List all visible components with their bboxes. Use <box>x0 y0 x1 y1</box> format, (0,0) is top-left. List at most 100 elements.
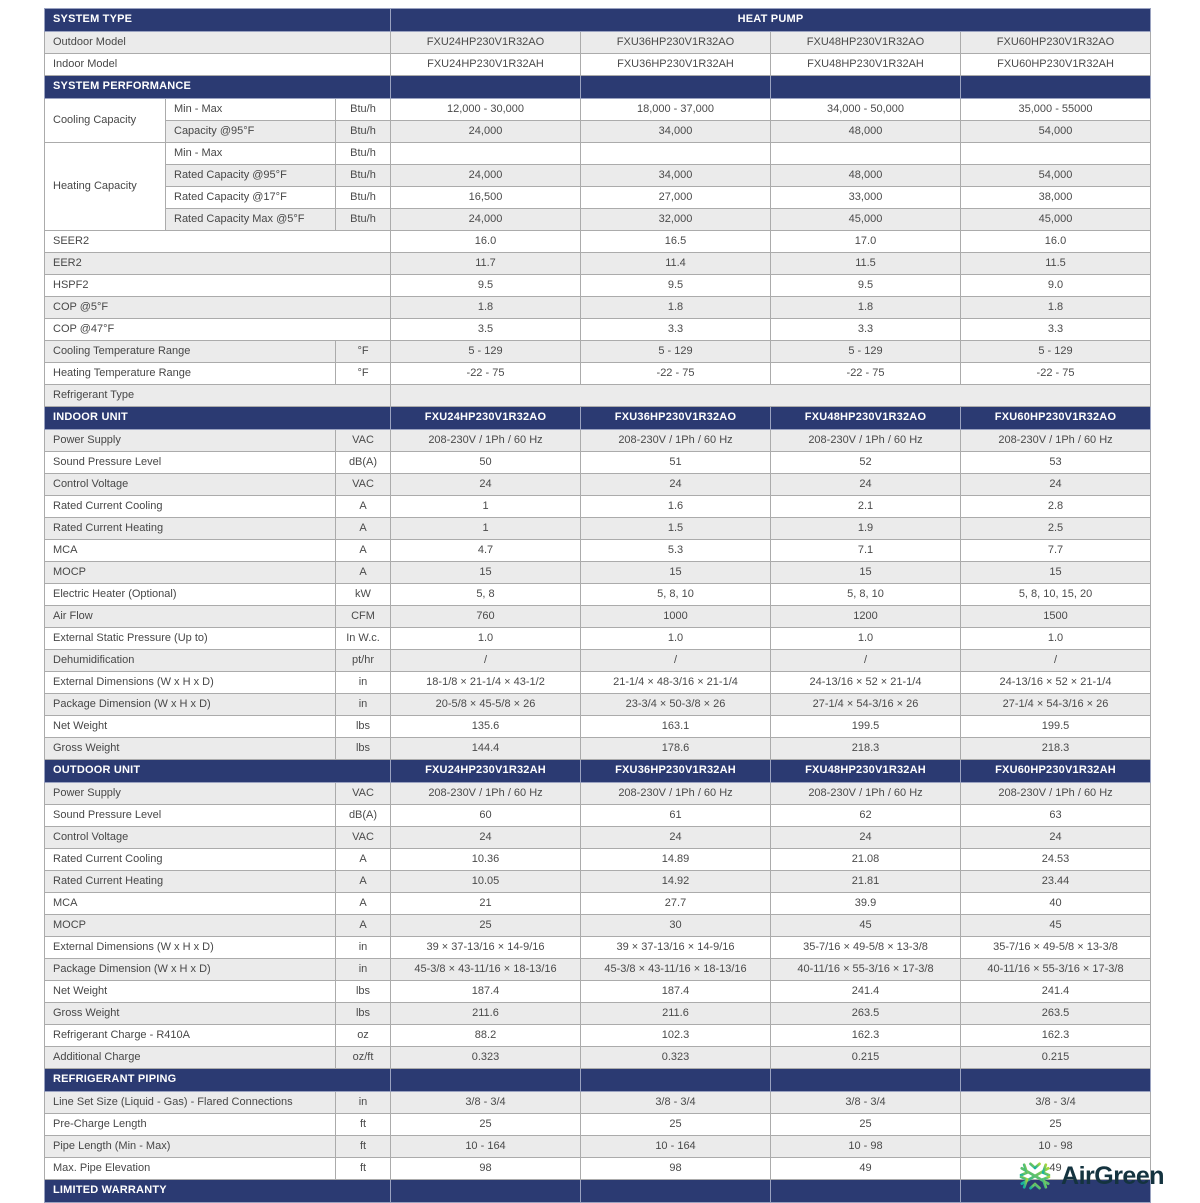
value-cell: 51 <box>580 451 771 474</box>
value-cell: 9.5 <box>390 274 581 297</box>
value-cell: 1.0 <box>390 627 581 650</box>
table-row: Control Voltage VAC 24 24 24 24 <box>44 473 1152 496</box>
value-cell: 1.5 <box>580 517 771 540</box>
row-label: Heating Temperature Range <box>44 362 336 385</box>
row-label: Refrigerant Charge - R410A <box>44 1024 336 1047</box>
value-cell: 11.5 <box>959 252 1152 275</box>
table-row: Rated Current Cooling A 1 1.6 2.1 2.8 <box>44 495 1152 518</box>
row-label: EER2 <box>44 252 391 275</box>
value-cell: 178.6 <box>580 737 771 760</box>
section-title: REFRIGERANT PIPING <box>44 1068 391 1092</box>
value-cell: 208-230V / 1Ph / 60 Hz <box>580 782 771 805</box>
table-row: Capacity @95°F Btu/h 24,000 34,000 48,000 54,… <box>45 120 1152 143</box>
row-label: Net Weight <box>44 715 336 738</box>
value-cell: -22 - 75 <box>580 362 771 385</box>
value-cell: 15 <box>390 561 581 584</box>
value-cell: 1.9 <box>770 517 961 540</box>
value-cell: 15 <box>959 561 1152 584</box>
value-cell: FXU48HP230V1R32AO <box>770 31 961 54</box>
value-cell: 5 - 129 <box>959 340 1152 363</box>
unit-cell: Btu/h <box>335 142 391 165</box>
section-bar-fill <box>580 75 771 99</box>
value-cell: 27.7 <box>580 892 771 915</box>
table-row: Power Supply VAC 208-230V / 1Ph / 60 Hz 208… <box>44 429 1152 452</box>
spec-sheet: SYSTEM TYPE HEAT PUMP Outdoor Model FXU24HP… <box>44 8 1152 1203</box>
value-cell: 9.5 <box>770 274 961 297</box>
row-label: External Static Pressure (Up to) <box>44 627 336 650</box>
value-cell: 34,000 <box>580 164 771 187</box>
row-label: Pre-Charge Length <box>44 1113 336 1136</box>
table-row: MOCP A 15 15 15 15 <box>44 561 1152 584</box>
row-label: Package Dimension (W x H x D) <box>44 958 336 981</box>
row-label: Electric Heater (Optional) <box>44 583 336 606</box>
section-header-outdoor_unit: OUTDOOR UNIT FXU24HP230V1R32AH FXU36HP230V… <box>44 759 1152 783</box>
value-cell: 211.6 <box>390 1002 581 1025</box>
table-row: COP @47°F 3.5 3.3 3.3 3.3 <box>44 318 1152 341</box>
value-cell: 162.3 <box>959 1024 1152 1047</box>
row-sublabel: Min - Max <box>165 98 336 121</box>
unit-cell: ft <box>335 1157 391 1180</box>
value-cell: 39 × 37-13/16 × 14-9/16 <box>390 936 581 959</box>
model-header-cell: FXU24HP230V1R32AH <box>390 759 581 783</box>
value-cell: 10 - 98 <box>770 1135 961 1158</box>
value-cell: 3.5 <box>390 318 581 341</box>
table-row: Additional Charge oz/ft 0.323 0.323 0.215 0.2… <box>44 1046 1152 1069</box>
value-cell: 24.53 <box>959 848 1152 871</box>
section-title: INDOOR UNIT <box>44 406 391 430</box>
value-cell: 34,000 <box>580 120 771 143</box>
value-cell: 18-1/8 × 21-1/4 × 43-1/2 <box>390 671 581 694</box>
unit-cell: °F <box>335 362 391 385</box>
row-label: Rated Current Cooling <box>44 495 336 518</box>
snowflake-icon <box>1019 1159 1051 1193</box>
value-cell: -22 - 75 <box>959 362 1152 385</box>
section-bar-fill <box>959 1068 1152 1092</box>
value-cell: 10 - 164 <box>390 1135 581 1158</box>
value-cell: 1.8 <box>390 296 581 319</box>
value-cell: 263.5 <box>959 1002 1152 1025</box>
unit-cell: VAC <box>335 782 391 805</box>
table-row: Outdoor Model FXU24HP230V1R32AO FXU36HP230… <box>44 31 1152 54</box>
table-row: External Dimensions (W x H x D) in 39 × 37… <box>44 936 1152 959</box>
value-cell: / <box>580 649 771 672</box>
value-cell: 5.3 <box>580 539 771 562</box>
row-sublabel: Rated Capacity @95°F <box>165 164 336 187</box>
airgreen-logo: AirGreen <box>1017 1158 1164 1194</box>
value-cell: FXU48HP230V1R32AH <box>770 53 961 76</box>
row-label: MCA <box>44 892 336 915</box>
unit-cell: oz <box>335 1024 391 1047</box>
model-header-cell: FXU36HP230V1R32AO <box>580 406 771 430</box>
unit-cell: Btu/h <box>335 164 391 187</box>
value-cell: 1.0 <box>580 627 771 650</box>
value-cell: 14.89 <box>580 848 771 871</box>
row-label: Air Flow <box>44 605 336 628</box>
section-header-system_performance: SYSTEM PERFORMANCE <box>44 75 1152 99</box>
value-cell: 10.36 <box>390 848 581 871</box>
value-cell: 21 <box>390 892 581 915</box>
value-cell: 18,000 - 37,000 <box>580 98 771 121</box>
table-row: COP @5°F 1.8 1.8 1.8 1.8 <box>44 296 1152 319</box>
row-label: Rated Current Cooling <box>44 848 336 871</box>
value-cell: 3.3 <box>580 318 771 341</box>
value-cell: 45-3/8 × 43-11/16 × 18-13/16 <box>580 958 771 981</box>
model-header-cell: FXU60HP230V1R32AH <box>959 759 1152 783</box>
value-cell: 25 <box>390 1113 581 1136</box>
unit-cell: oz/ft <box>335 1046 391 1069</box>
value-cell: FXU24HP230V1R32AH <box>390 53 581 76</box>
table-row: Refrigerant Charge - R410A oz 88.2 102.3 162… <box>44 1024 1152 1047</box>
table-row: Cooling Temperature Range °F 5 - 129 5 - 12… <box>44 340 1152 363</box>
unit-cell: A <box>335 870 391 893</box>
row-label: Indoor Model <box>44 53 391 76</box>
unit-cell: A <box>335 914 391 937</box>
table-row: Power Supply VAC 208-230V / 1Ph / 60 Hz 208… <box>44 782 1152 805</box>
table-row: Gross Weight lbs 144.4 178.6 218.3 218.3 <box>44 737 1152 760</box>
value-cell: 5 - 129 <box>580 340 771 363</box>
value-cell: 208-230V / 1Ph / 60 Hz <box>580 429 771 452</box>
value-cell: 50 <box>390 451 581 474</box>
value-cell: 40 <box>959 892 1152 915</box>
section-bar-fill <box>390 1068 581 1092</box>
unit-cell: VAC <box>335 826 391 849</box>
value-cell: 45,000 <box>770 208 961 231</box>
value-cell: 27,000 <box>580 186 771 209</box>
value-cell: 27-1/4 × 54-3/16 × 26 <box>959 693 1152 716</box>
value-cell: 52 <box>770 451 961 474</box>
